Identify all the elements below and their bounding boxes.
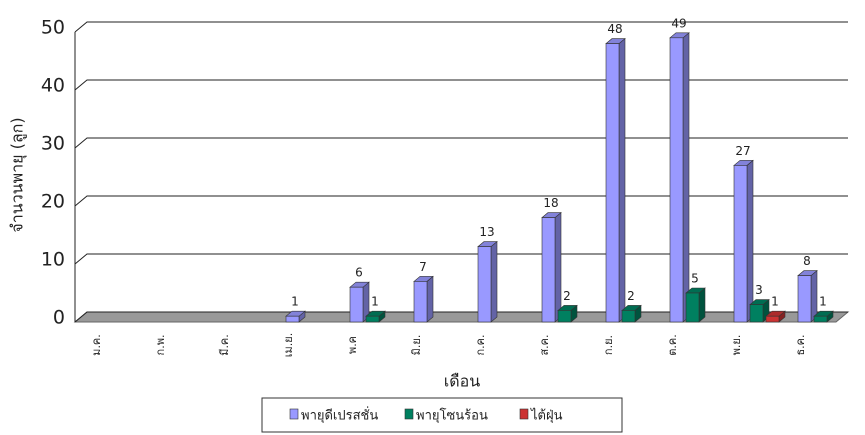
bar-side (698, 287, 706, 323)
y-tick-label: 40 (41, 75, 65, 97)
value-label: 2 (627, 289, 635, 303)
bar (605, 43, 620, 323)
value-label: 1 (291, 295, 299, 309)
bar (813, 315, 828, 323)
value-label: 2 (563, 289, 571, 303)
y-tick-label: 50 (41, 17, 65, 39)
y-axis-label: จำนวนพายุ (ลูก) (8, 117, 28, 232)
bar (557, 310, 572, 323)
bar-side (490, 240, 498, 323)
legend-swatch (404, 408, 414, 420)
x-tick-label: ก.ค. (474, 334, 487, 355)
bar (765, 315, 780, 323)
legend-label: พายุโซนร้อน (416, 408, 488, 424)
x-tick-label: เม.ย. (282, 333, 295, 357)
legend-box (261, 397, 623, 433)
value-label: 49 (671, 16, 686, 30)
grid-line (74, 137, 848, 149)
x-tick-label: ส.ค. (538, 334, 551, 355)
bar-side (554, 211, 562, 323)
x-tick-label: พ.ค (346, 336, 359, 354)
x-tick-label: ก.พ. (154, 335, 167, 356)
bar (365, 315, 380, 323)
bar (797, 275, 812, 323)
value-label: 5 (691, 272, 699, 286)
x-tick-label: มี.ค. (218, 334, 231, 356)
y-tick-label: 20 (41, 191, 65, 213)
grid-line (74, 79, 848, 91)
floor (73, 311, 850, 323)
value-label: 6 (355, 266, 363, 280)
bar-side (682, 32, 690, 323)
bar (685, 292, 700, 323)
x-tick-label: ต.ค. (666, 334, 679, 356)
x-tick-label: ก.ย. (602, 335, 615, 355)
value-label: 3 (755, 283, 763, 297)
value-label: 48 (607, 22, 622, 36)
y-tick-label: 0 (53, 307, 65, 329)
bar-side (618, 37, 626, 323)
legend-label: พายุดีเปรสชั่น (301, 407, 378, 424)
value-label: 27 (735, 144, 750, 158)
bar (749, 304, 764, 323)
bar-side (746, 159, 754, 323)
grid-line (74, 253, 848, 265)
bar (349, 286, 364, 323)
bar (669, 37, 684, 323)
bar (477, 246, 492, 323)
value-label: 8 (803, 254, 811, 268)
bar (285, 315, 300, 323)
value-label: 18 (543, 196, 558, 210)
x-tick-label: มิ.ย. (410, 335, 423, 356)
value-label: 13 (479, 225, 494, 239)
y-tick-label: 30 (41, 133, 65, 155)
bar (413, 281, 428, 323)
x-tick-label: ม.ค. (90, 334, 103, 356)
grid-line (74, 21, 848, 33)
y-tick-label: 10 (41, 249, 65, 271)
legend-swatch (519, 408, 529, 420)
grid-line (74, 195, 848, 207)
legend-swatch (289, 408, 299, 420)
bar (621, 310, 636, 323)
value-label: 1 (771, 295, 779, 309)
bar-side (426, 275, 434, 323)
value-label: 1 (819, 295, 827, 309)
value-label: 1 (371, 295, 379, 309)
bar (733, 165, 748, 323)
legend-label: ไต้ฝุ่น (530, 408, 563, 424)
bar (541, 217, 556, 323)
grid-line (74, 311, 848, 323)
x-tick-label: ธ.ค. (794, 334, 807, 355)
x-tick-label: พ.ย. (730, 335, 743, 356)
value-label: 7 (419, 260, 427, 274)
x-axis-label: เดือน (444, 372, 480, 391)
